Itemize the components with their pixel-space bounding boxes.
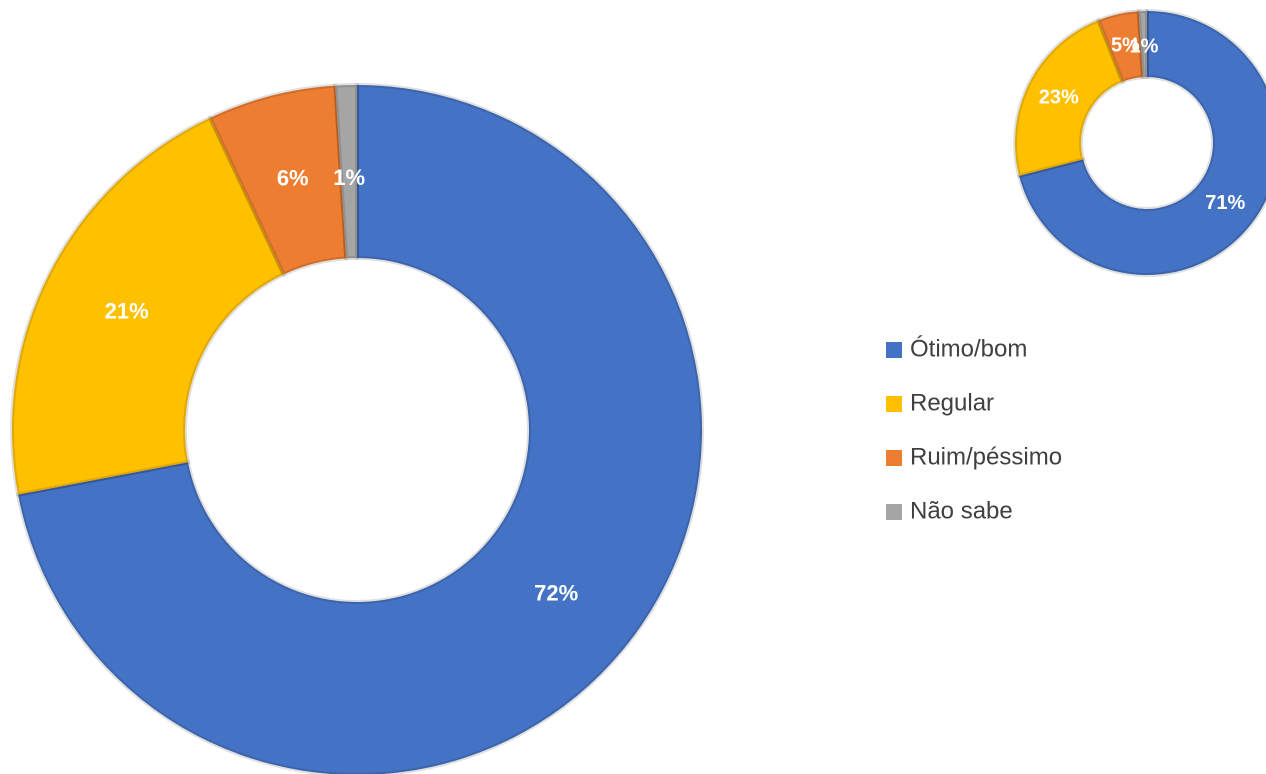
data-label: 72% [534, 581, 578, 606]
data-label: 1% [1130, 35, 1159, 57]
donut-segment [10, 115, 286, 497]
legend-label: Ótimo/bom [910, 335, 1027, 362]
donut-segment [1136, 9, 1149, 80]
legend-label: Regular [910, 389, 994, 416]
donut-segment [1017, 9, 1266, 277]
donut-segment [333, 83, 359, 261]
legend-label: Ruim/péssimo [910, 443, 1062, 470]
data-label: 5% [1111, 35, 1140, 57]
data-label: 21% [105, 298, 149, 323]
donut-segment [1013, 18, 1125, 178]
legend-swatch [886, 342, 902, 358]
legend-swatch [886, 396, 902, 412]
data-label: 1% [333, 165, 365, 190]
legend-swatch [886, 450, 902, 466]
legend-label: Não sabe [910, 497, 1013, 524]
donut-segment [208, 83, 349, 277]
data-label: 71% [1205, 192, 1245, 214]
data-label: 23% [1039, 86, 1079, 108]
legend-swatch [886, 504, 902, 520]
donut-segment [16, 83, 704, 774]
data-label: 6% [277, 165, 309, 190]
